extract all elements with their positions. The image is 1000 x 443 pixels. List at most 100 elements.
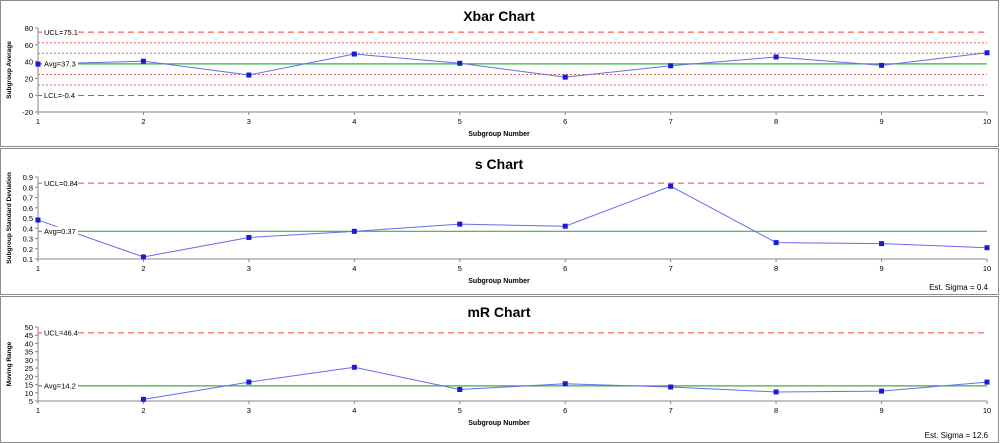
mr-y-tick-label: 45 [25, 331, 33, 340]
s-label-backing [42, 178, 78, 188]
s-y-tick-label: 0.9 [23, 173, 33, 182]
mr-x-tick-label: 7 [669, 406, 673, 415]
s-y-tick-label: 0.5 [23, 214, 33, 223]
s-data-point [246, 234, 252, 240]
mr-y-tick-label: 30 [25, 356, 33, 365]
s-x-tick-label: 7 [669, 264, 673, 273]
mr-y-tick-label: 5 [29, 397, 33, 406]
s-x-tick-label: 9 [879, 264, 883, 273]
mr-y-tick-label: 15 [25, 381, 33, 390]
s-label-backing [42, 226, 78, 236]
xbar-y-axis-label: Subgroup Average [6, 41, 13, 99]
s-center-line-label: Avg=0.37 [44, 227, 76, 236]
s-y-tick-label: 0.2 [23, 245, 33, 254]
s-data-point [668, 183, 674, 189]
s-y-tick-label: 0.1 [23, 255, 33, 264]
mr-x-tick-label: 5 [458, 406, 462, 415]
xbar-data-point [35, 61, 41, 67]
xbar-y-tick-label: -20 [22, 108, 33, 117]
xbar-chart-title: Xbar Chart [463, 8, 535, 24]
mr-x-tick-label: 2 [141, 406, 145, 415]
xbar-y-tick-label: 0 [29, 91, 33, 100]
mr-y-tick-label: 50 [25, 323, 33, 332]
mr-label-backing [42, 381, 78, 391]
xbar-x-tick-label: 7 [669, 117, 673, 126]
s-data-point [351, 228, 357, 234]
s-data-point [984, 245, 990, 251]
s-x-tick-label: 1 [36, 264, 40, 273]
s-y-tick-label: 0.3 [23, 235, 33, 244]
xbar-data-point [773, 54, 779, 60]
xbar-series-line [37, 52, 988, 78]
mr-x-tick-label: 1 [36, 406, 40, 415]
xbar-data-point [879, 62, 885, 68]
xbar-data-point [246, 72, 252, 78]
xbar-data-point [351, 51, 357, 57]
mr-y-tick-label: 10 [25, 389, 33, 398]
mr-chart-panel: mR Chart 5 10 15 20 25 30 35 40 45 50 1 2 3 4 5 6 7 8 9 10 Su… [0, 296, 999, 443]
mr-data-point [140, 396, 146, 402]
mr-chart-title: mR Chart [467, 304, 530, 320]
xbar-data-point [668, 63, 674, 69]
xbar-label-backing [42, 27, 78, 37]
xbar-data-point [140, 58, 146, 64]
mr-data-point [879, 388, 885, 394]
xbar-x-tick-label: 4 [352, 117, 356, 126]
s-x-tick-label: 4 [352, 264, 356, 273]
mr-control-limit-label: UCL=46.4 [44, 329, 78, 338]
xbar-y-tick-label: 40 [25, 58, 33, 67]
mr-data-point [773, 389, 779, 395]
s-chart-panel: s Chart 0.1 0.2 0.3 0.4 0.5 0.6 0.7 0.8 0.9 1 2 3 4 5 6… [0, 148, 999, 295]
s-x-tick-label: 3 [247, 264, 251, 273]
xbar-data-point [984, 50, 990, 56]
xbar-y-tick-label: 80 [25, 24, 33, 33]
xbar-label-backing [42, 91, 78, 101]
mr-x-tick-label: 10 [983, 406, 991, 415]
mr-x-tick-label: 9 [879, 406, 883, 415]
s-data-point [879, 241, 885, 247]
xbar-label-backing [42, 59, 78, 69]
xbar-data-point [562, 74, 568, 80]
mr-center-line-label: Avg=14.2 [44, 382, 76, 391]
xbar-center-line-label: Avg=37.3 [44, 60, 76, 69]
s-data-point [562, 223, 568, 229]
mr-data-point [351, 364, 357, 370]
mr-y-tick-label: 20 [25, 372, 33, 381]
xbar-chart: Xbar Chart -20 0 20 40 60 80 1 2 3 4 5 6 7 8 9 10 Subgrou… [6, 8, 991, 138]
s-x-tick-label: 10 [983, 264, 991, 273]
xbar-x-axis-label: Subgroup Number [468, 131, 530, 138]
mr-x-tick-label: 6 [563, 406, 567, 415]
s-est-sigma: Est. Sigma = 0.4 [929, 283, 988, 292]
mr-y-tick-label: 25 [25, 364, 33, 373]
xbar-data-point [457, 60, 463, 66]
s-series-line [37, 185, 988, 258]
xbar-y-tick-label: 60 [25, 41, 33, 50]
mr-data-point [668, 384, 674, 390]
mr-data-point [457, 386, 463, 392]
mr-x-tick-label: 8 [774, 406, 778, 415]
s-x-tick-label: 6 [563, 264, 567, 273]
s-y-tick-label: 0.8 [23, 183, 33, 192]
s-x-tick-label: 8 [774, 264, 778, 273]
mr-est-sigma: Est. Sigma = 12.6 [925, 431, 989, 440]
mr-x-tick-label: 3 [247, 406, 251, 415]
s-x-tick-label: 5 [458, 264, 462, 273]
s-y-tick-label: 0.6 [23, 204, 33, 213]
xbar-x-tick-label: 3 [247, 117, 251, 126]
mr-y-tick-label: 35 [25, 348, 33, 357]
xbar-x-tick-label: 10 [983, 117, 991, 126]
s-data-point [773, 240, 779, 246]
s-x-axis-label: Subgroup Number [468, 278, 530, 285]
xbar-x-tick-label: 1 [36, 117, 40, 126]
xbar-control-limit-label: UCL=75.1 [44, 28, 78, 37]
mr-y-tick-label: 40 [25, 339, 33, 348]
s-data-point [35, 217, 41, 223]
xbar-x-tick-label: 9 [879, 117, 883, 126]
s-y-tick-label: 0.7 [23, 194, 33, 203]
mr-y-axis-label: Moving Range [6, 341, 13, 386]
mr-x-axis-label: Subgroup Number [468, 420, 530, 427]
s-data-point [140, 254, 146, 260]
xbar-y-tick-label: 20 [25, 74, 33, 83]
xbar-x-tick-label: 6 [563, 117, 567, 126]
